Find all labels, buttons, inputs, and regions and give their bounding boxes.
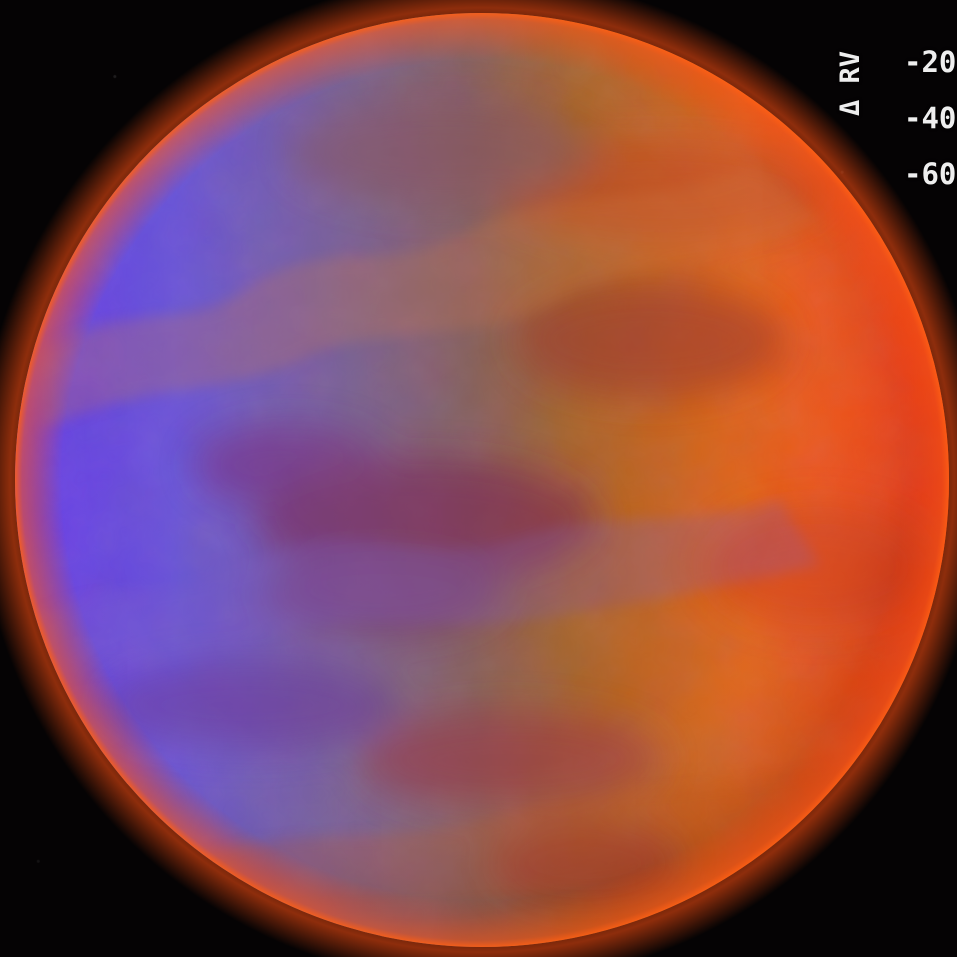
planet-rim-glow — [15, 13, 949, 947]
delta-rv-label: Δ RV — [835, 50, 866, 116]
rv-value-scale: -20 -40 -60 — [904, 34, 957, 194]
rv-value-minus-40: -40 — [904, 101, 957, 135]
rv-value-minus-60: -60 — [904, 157, 957, 191]
rv-value-minus-20: -20 — [904, 45, 957, 79]
